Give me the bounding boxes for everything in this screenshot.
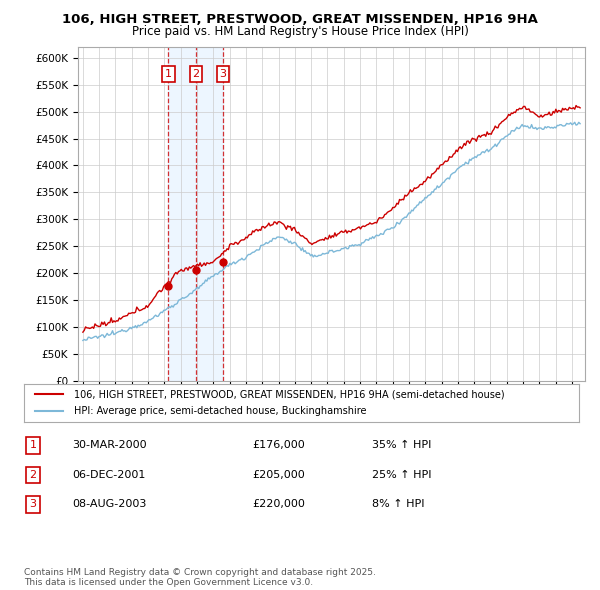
Text: 1: 1 [165, 69, 172, 79]
Text: Contains HM Land Registry data © Crown copyright and database right 2025.
This d: Contains HM Land Registry data © Crown c… [24, 568, 376, 587]
Text: 3: 3 [220, 69, 227, 79]
Text: 08-AUG-2003: 08-AUG-2003 [72, 500, 146, 509]
Text: 106, HIGH STREET, PRESTWOOD, GREAT MISSENDEN, HP16 9HA: 106, HIGH STREET, PRESTWOOD, GREAT MISSE… [62, 13, 538, 26]
Text: £205,000: £205,000 [252, 470, 305, 480]
Bar [169, 47, 223, 381]
Text: 06-DEC-2001: 06-DEC-2001 [72, 470, 145, 480]
Text: Price paid vs. HM Land Registry's House Price Index (HPI): Price paid vs. HM Land Registry's House … [131, 25, 469, 38]
Text: 8% ↑ HPI: 8% ↑ HPI [372, 500, 425, 509]
Text: 1: 1 [29, 441, 37, 450]
Text: £220,000: £220,000 [252, 500, 305, 509]
Text: HPI: Average price, semi-detached house, Buckinghamshire: HPI: Average price, semi-detached house,… [74, 406, 367, 416]
Text: 30-MAR-2000: 30-MAR-2000 [72, 441, 146, 450]
Text: £176,000: £176,000 [252, 441, 305, 450]
Text: 106, HIGH STREET, PRESTWOOD, GREAT MISSENDEN, HP16 9HA (semi-detached house): 106, HIGH STREET, PRESTWOOD, GREAT MISSE… [74, 389, 505, 399]
Text: 2: 2 [193, 69, 199, 79]
Text: 3: 3 [29, 500, 37, 509]
Text: 25% ↑ HPI: 25% ↑ HPI [372, 470, 431, 480]
Text: 2: 2 [29, 470, 37, 480]
Text: 35% ↑ HPI: 35% ↑ HPI [372, 441, 431, 450]
